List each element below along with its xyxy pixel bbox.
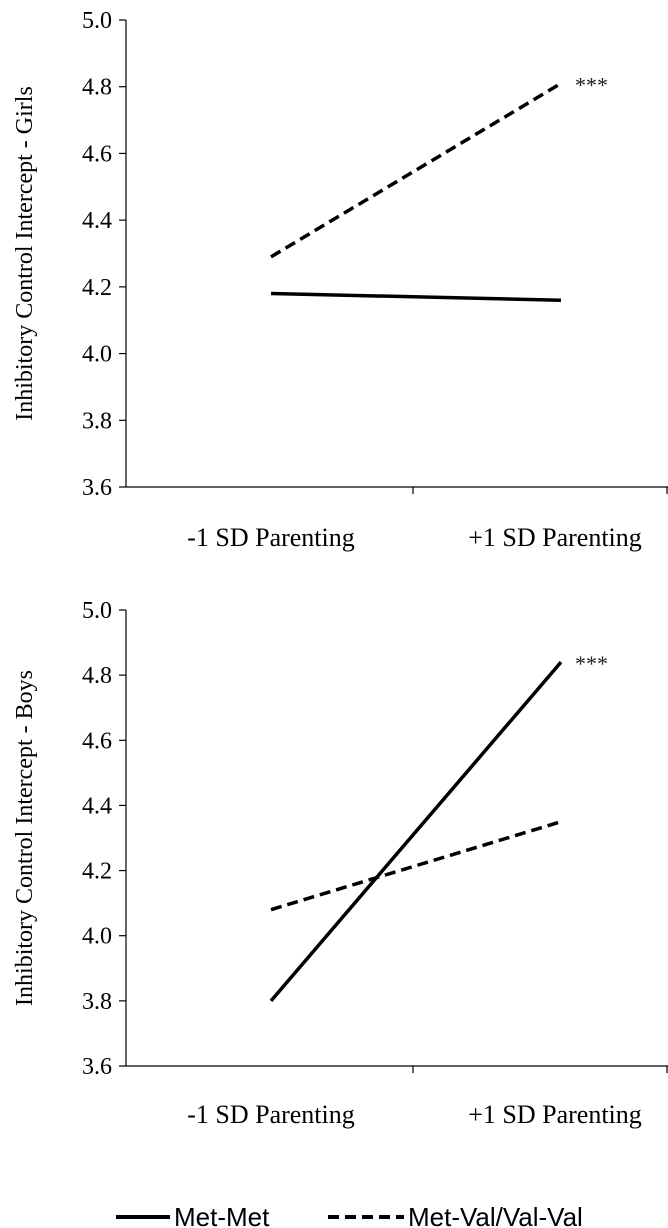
x-category-label: +1 SD Parenting — [468, 523, 642, 552]
y-tick-label: 3.8 — [82, 408, 112, 434]
y-tick-label: 4.4 — [82, 793, 112, 819]
y-tick-label: 4.0 — [82, 924, 112, 950]
y-tick-label: 4.8 — [82, 663, 112, 689]
y-axis-title: Inhibitory Control Intercept - Boys — [12, 670, 38, 1006]
significance-annotation: *** — [575, 72, 608, 97]
y-tick-label: 3.6 — [82, 475, 112, 501]
y-tick-label: 4.8 — [82, 75, 112, 101]
legend-label-met-met: Met-Met — [174, 1202, 270, 1228]
x-category-label: +1 SD Parenting — [468, 1100, 642, 1129]
legend-label-met-val: Met-Val/Val-Val — [408, 1202, 583, 1228]
series-line-met-met — [269, 660, 563, 1002]
y-tick-label: 5.0 — [82, 598, 112, 624]
y-tick-label: 5.0 — [82, 8, 112, 34]
y-tick-label: 3.6 — [82, 1054, 112, 1080]
y-tick-label: 4.2 — [82, 275, 112, 301]
boys-chart-panel: 3.6 3.8 4.0 4.2 4.4 4.6 4.8 5.0 -1 SD Parenting +… — [12, 598, 668, 1129]
y-tick-label: 4.0 — [82, 342, 112, 368]
y-tick-label: 4.4 — [82, 208, 112, 234]
y-tick-label: 3.8 — [82, 989, 112, 1015]
girls-chart-panel: 3.6 3.8 4.0 4.2 4.4 4.6 4.8 5.0 -1 SD Parenting +… — [12, 8, 668, 552]
y-axis-title: Inhibitory Control Intercept - Girls — [12, 86, 38, 421]
significance-annotation: *** — [575, 651, 608, 676]
series-line-met-val-val-val — [270, 81, 562, 259]
legend: Met-Met Met-Val/Val-Val — [116, 1202, 583, 1228]
x-category-label: -1 SD Parenting — [187, 1100, 355, 1129]
x-category-label: -1 SD Parenting — [187, 523, 355, 552]
y-tick-label: 4.6 — [82, 728, 112, 754]
y-tick-label: 4.6 — [82, 141, 112, 167]
series-line-met-val-val-val — [270, 820, 562, 912]
series-line-met-met — [270, 291, 562, 302]
y-tick-label: 4.2 — [82, 859, 112, 885]
